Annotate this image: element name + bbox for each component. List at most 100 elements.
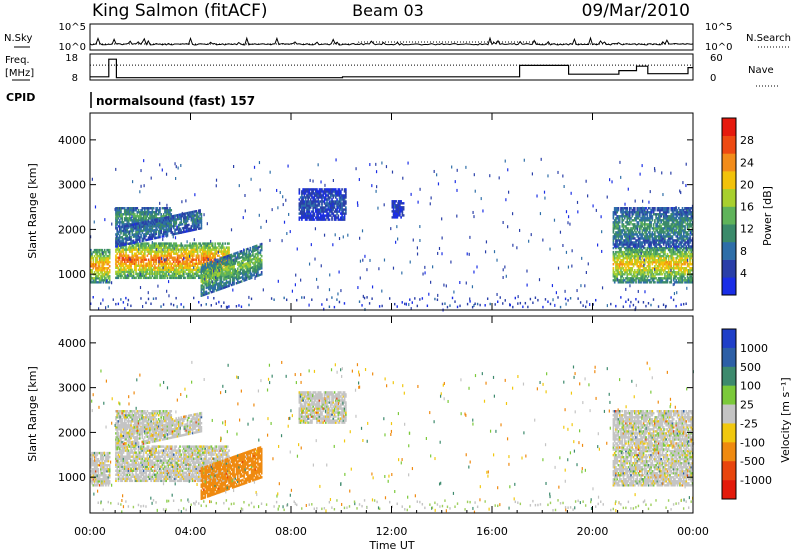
echo-cell: [313, 212, 316, 215]
echo-cell: [632, 241, 635, 244]
echo-cell: [316, 190, 318, 193]
echo-cell: [100, 256, 102, 260]
echo-cell: [623, 215, 626, 218]
echo-cell: [221, 266, 224, 269]
echo-cell: [140, 229, 142, 233]
echo-cell: [236, 261, 239, 264]
echo-cell: [128, 242, 131, 245]
echo-cell: [249, 265, 252, 268]
echo-cell: [638, 207, 641, 210]
echo-cell: [666, 271, 669, 274]
echo-cell: [118, 219, 121, 222]
echo-cell: [336, 208, 338, 211]
echo-cell: [627, 215, 630, 218]
echo-cell: [686, 246, 689, 250]
echo-cell: [254, 263, 257, 266]
echo-cell: [208, 258, 210, 261]
echo-cell: [117, 242, 120, 246]
echo-cell: [150, 221, 152, 225]
echo-cell: [174, 220, 176, 223]
echo-cell: [90, 252, 92, 256]
echo-cell: [220, 244, 223, 247]
echo-cell: [154, 232, 156, 236]
echo-cell: [211, 290, 214, 293]
echo-cell: [645, 231, 647, 234]
echo-cell: [626, 221, 629, 224]
echo-cell: [625, 233, 627, 236]
echo-cell: [169, 213, 171, 216]
echo-cell: [135, 238, 137, 242]
echo-cell: [685, 269, 688, 272]
echo-cell: [198, 211, 200, 214]
echo-cell: [628, 243, 631, 246]
echo-cell: [612, 254, 615, 258]
echo-cell: [191, 246, 194, 249]
echo-cell: [612, 256, 615, 260]
echo-cell: [646, 215, 649, 218]
echo-cell: [666, 277, 669, 280]
echo-cell: [242, 277, 244, 281]
power-echo-cells: [90, 157, 694, 312]
echo-cell: [303, 208, 306, 211]
echo-cell: [681, 258, 684, 262]
echo-cell: [253, 245, 255, 248]
echo-cell: [144, 254, 146, 257]
echo-cell: [620, 248, 622, 252]
echo-cell: [308, 194, 311, 197]
echo-cell: [120, 211, 122, 214]
echo-cell: [166, 266, 169, 269]
echo-cell: [147, 224, 150, 227]
echo-cell: [116, 276, 119, 280]
echo-cell: [174, 248, 176, 251]
echo-cell: [308, 188, 311, 191]
echo-cell: [167, 252, 170, 255]
echo-cell: [196, 274, 199, 278]
echo-cell: [259, 257, 262, 260]
echo-cell: [649, 250, 651, 254]
echo-cell: [91, 256, 93, 260]
echo-cell: [298, 216, 301, 219]
echo-cell: [661, 265, 664, 268]
echo-cell: [244, 256, 247, 260]
echo-cell: [245, 266, 248, 269]
echo-cell: [228, 270, 230, 274]
echo-cell: [141, 219, 144, 222]
echo-cell: [616, 258, 619, 262]
echo-cell: [206, 282, 209, 285]
echo-cell: [151, 221, 154, 224]
echo-cell: [115, 272, 117, 276]
echo-cell: [91, 277, 93, 280]
echo-cell: [231, 273, 234, 276]
echo-cell: [627, 245, 630, 248]
echo-cell: [210, 250, 213, 253]
echo-cell: [645, 237, 647, 240]
echo-cell: [120, 262, 122, 265]
echo-cell: [329, 194, 332, 197]
echo-cell: [122, 276, 125, 280]
echo-cell: [647, 223, 650, 226]
echo-cell: [218, 262, 220, 265]
echo-cell: [615, 211, 617, 214]
echo-cell: [681, 256, 684, 260]
echo-cell: [205, 268, 208, 271]
echo-cell: [316, 210, 318, 213]
echo-cell: [164, 242, 166, 245]
echo-cell: [236, 275, 239, 278]
echo-cell: [627, 265, 630, 268]
echo-cell: [649, 217, 651, 220]
echo-cell: [229, 266, 232, 269]
echo-cell: [303, 216, 306, 219]
echo-cell: [641, 233, 644, 236]
echo-cell: [205, 286, 208, 290]
echo-cell: [308, 218, 311, 221]
echo-cell: [149, 217, 151, 220]
echo-cell: [126, 236, 129, 240]
echo-cell: [667, 258, 670, 262]
echo-cell: [637, 209, 640, 212]
echo-cell: [662, 252, 665, 256]
echo-cell: [185, 230, 188, 233]
echo-cell: [198, 223, 200, 226]
echo-cell: [196, 266, 199, 269]
echo-cell: [186, 258, 189, 261]
echo-cell: [209, 252, 211, 255]
